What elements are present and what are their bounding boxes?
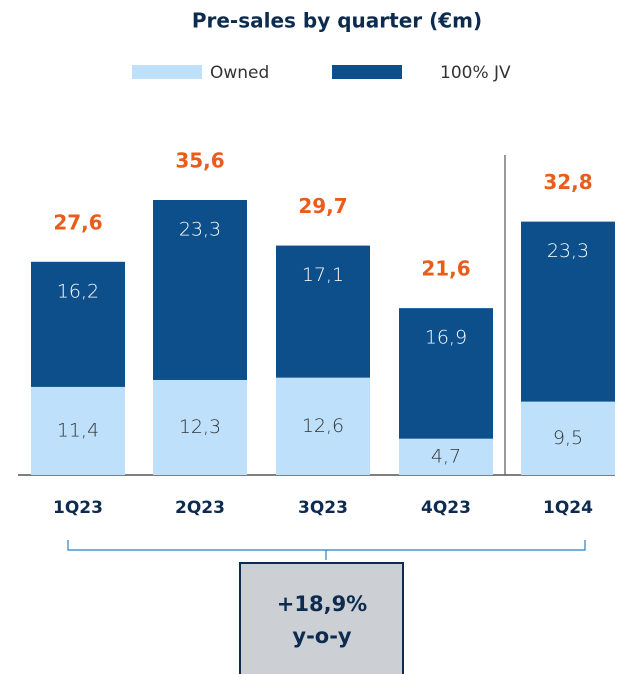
x-tick-label: 2Q23 [175,498,225,518]
value-label: 9,5 [553,427,583,449]
bar [399,438,493,475]
value-label: 23,3 [179,218,221,240]
value-label: 16,9 [425,327,467,349]
legend-swatch [332,65,402,79]
value-label: 16,2 [57,280,99,302]
total-label: 21,6 [421,257,470,281]
bar [276,245,370,378]
chart-title: Pre-sales by quarter (€m) [192,9,482,33]
bar [399,308,493,439]
total-label: 35,6 [175,148,224,172]
value-label: 12,3 [179,416,221,438]
x-tick-label: 1Q23 [53,498,103,518]
legend-label: 100% JV [440,63,511,83]
total-label: 27,6 [53,210,102,234]
total-label: 32,8 [543,170,592,194]
total-label: 29,7 [298,194,347,218]
x-tick-label: 4Q23 [421,498,471,518]
bar [521,221,615,402]
bar [521,401,615,475]
legend-swatch [132,65,202,79]
value-label: 23,3 [547,240,589,262]
bar [276,377,370,475]
bracket [67,540,586,560]
annotation: +18,9% [277,592,367,616]
bar [153,379,247,475]
x-tick-label: 1Q24 [543,498,593,518]
x-tick-label: 3Q23 [298,498,348,518]
value-label: 17,1 [302,264,344,286]
bar [153,199,247,380]
annotation: y-o-y [292,624,352,648]
value-label: 4,7 [431,445,461,467]
value-label: 12,6 [302,415,344,437]
legend-label: Owned [210,63,269,83]
bar [31,386,125,475]
value-label: 11,4 [57,419,99,441]
annotation-box [239,562,404,674]
bar [31,261,125,387]
